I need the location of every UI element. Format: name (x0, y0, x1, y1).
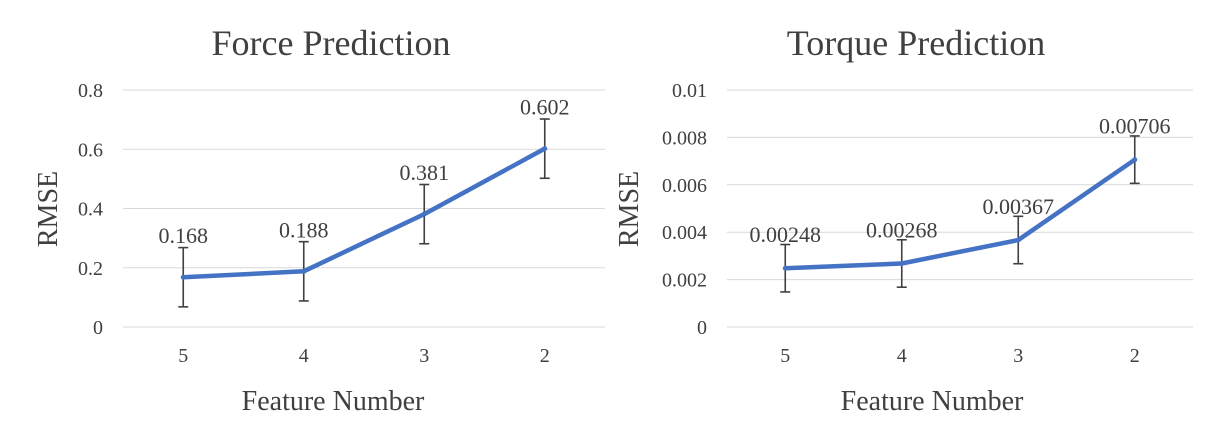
force-y-tick-label: 0.4 (78, 199, 103, 221)
torque-y-tick-label: 0.01 (672, 80, 707, 102)
torque-chart: Torque Prediction RMSE Feature Number 00… (614, 23, 1193, 417)
force-data-label: 0.188 (279, 217, 329, 242)
torque-chart-title: Torque Prediction (787, 23, 1045, 63)
torque-data-label: 0.00367 (983, 194, 1055, 219)
torque-data-label: 0.00706 (1099, 114, 1171, 139)
force-x-tick-label: 2 (540, 345, 550, 367)
force-data-label: 0.381 (400, 160, 450, 185)
torque-x-axis-title: Feature Number (841, 386, 1024, 417)
torque-series-line (783, 157, 1137, 271)
torque-data-label: 0.00268 (866, 217, 938, 242)
force-y-tick-label: 0 (93, 317, 103, 339)
force-data-point (301, 268, 307, 274)
force-data-point (421, 211, 427, 217)
torque-data-label: 0.00248 (750, 222, 822, 247)
force-y-tick-label: 0.2 (78, 258, 103, 280)
torque-x-tick-label: 5 (780, 345, 790, 367)
torque-data-point (1132, 157, 1138, 163)
force-chart-title: Force Prediction (212, 23, 451, 63)
torque-y-tick-label: 0.006 (662, 175, 707, 197)
force-data-label: 0.168 (159, 223, 209, 248)
torque-data-point (1015, 237, 1021, 243)
torque-data-point (899, 260, 905, 266)
torque-y-tick-label: 0.008 (662, 127, 707, 149)
force-y-tick-label: 0.8 (78, 80, 103, 102)
force-data-label: 0.602 (520, 95, 570, 120)
force-y-axis-title: RMSE (33, 171, 64, 247)
force-plot-area: 0 0.2 0.4 0.6 0.8 5 4 3 2 0.168 0.188 0.381 0.602 (78, 80, 605, 367)
torque-x-tick-label: 3 (1013, 345, 1023, 367)
torque-x-tick-label: 4 (897, 345, 907, 367)
force-y-tick-label: 0.6 (78, 139, 103, 161)
torque-y-axis-title: RMSE (614, 171, 645, 247)
force-chart: Force Prediction RMSE Feature Number 0 0.… (33, 23, 605, 417)
force-data-point (180, 274, 186, 280)
torque-y-tick-label: 0 (697, 317, 707, 339)
force-series-line (181, 146, 547, 280)
force-x-axis-title: Feature Number (242, 386, 425, 417)
torque-y-tick-label: 0.002 (662, 270, 707, 292)
torque-data-point (782, 265, 788, 271)
torque-y-tick-label: 0.004 (662, 222, 707, 244)
force-data-point (542, 146, 548, 152)
force-x-tick-label: 5 (178, 345, 188, 367)
force-x-tick-label: 4 (299, 345, 309, 367)
torque-plot-area: 0 0.002 0.004 0.006 0.008 0.01 5 4 3 2 0.00248 0.00… (662, 80, 1193, 367)
force-x-tick-label: 3 (419, 345, 429, 367)
torque-x-tick-label: 2 (1130, 345, 1140, 367)
